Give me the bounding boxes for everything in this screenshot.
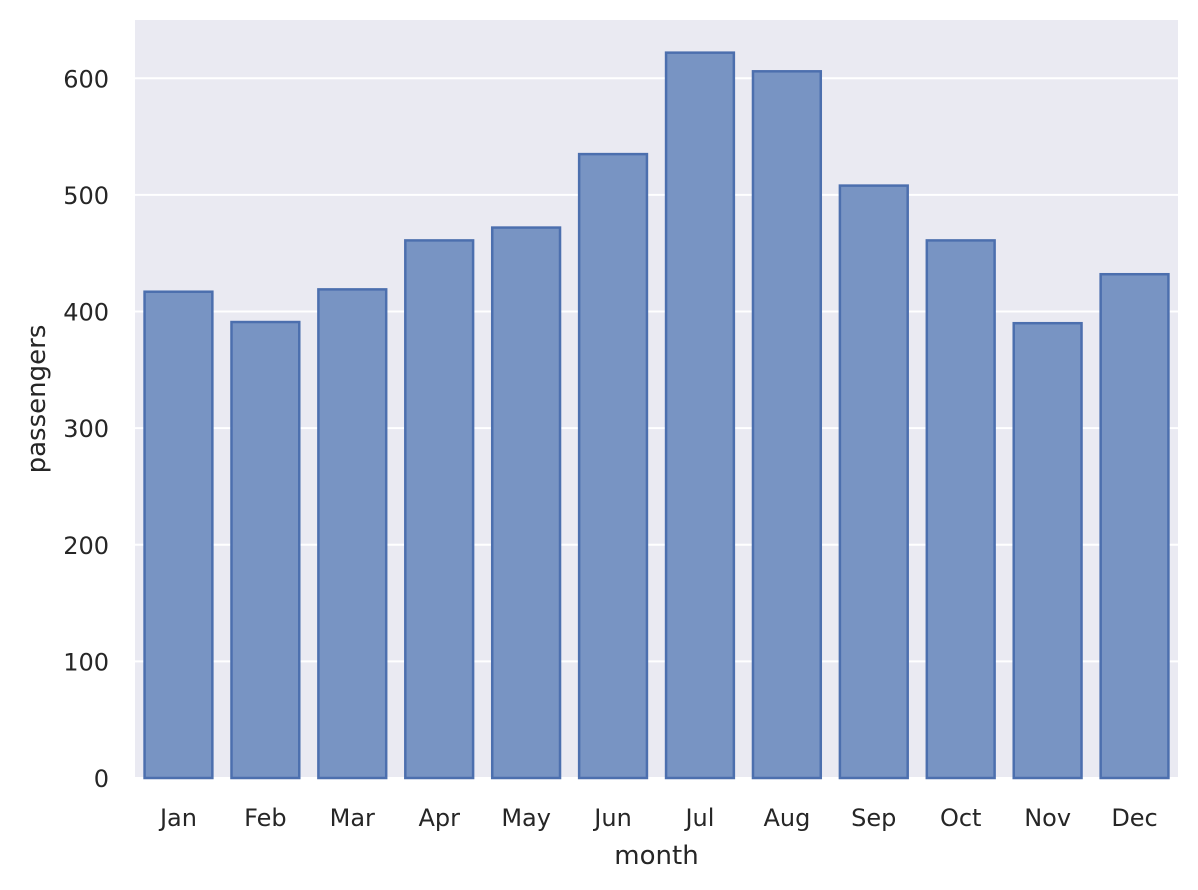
bar-oct [925, 239, 996, 780]
bar-apr [404, 239, 475, 780]
bar-mar [317, 288, 388, 780]
x-tick-labels: Jan Feb Mar Apr May Jun Jul Aug Sep Oct Nov Dec [158, 804, 1158, 832]
gridlines [135, 77, 1178, 779]
y-tick-label: 0 [94, 765, 109, 793]
bar-sep [838, 184, 909, 780]
bar-nov [1012, 321, 1083, 780]
bar-aug [751, 70, 823, 780]
plot-background [135, 20, 1178, 778]
bars [143, 51, 1170, 780]
y-tick-label: 600 [63, 65, 109, 93]
y-tick-label: 200 [63, 532, 109, 560]
x-tick-label: May [501, 804, 551, 832]
x-tick-label: Dec [1111, 804, 1157, 832]
x-tick-label: Apr [418, 804, 460, 832]
y-tick-label: 400 [63, 299, 109, 327]
x-tick-label: Jun [592, 804, 632, 832]
x-tick-label: Nov [1024, 804, 1071, 832]
bar-may [490, 226, 562, 780]
y-tick-label: 300 [63, 415, 109, 443]
y-tick-labels: 0 100 200 300 400 500 600 [63, 65, 109, 793]
y-tick-label: 500 [63, 182, 109, 210]
x-tick-label: Aug [763, 804, 810, 832]
x-tick-label: Jul [683, 804, 714, 832]
x-tick-label: Feb [244, 804, 287, 832]
x-tick-label: Mar [330, 804, 375, 832]
x-tick-label: Jan [158, 804, 197, 832]
x-axis-title: month [614, 841, 698, 871]
y-tick-label: 100 [63, 648, 109, 676]
bar-dec [1099, 272, 1170, 780]
bar-jun [577, 152, 649, 780]
x-tick-label: Sep [851, 804, 896, 832]
bar-feb [230, 320, 301, 780]
y-axis-title: passengers [22, 325, 52, 474]
bar-jul [664, 51, 736, 780]
bar-jan [143, 290, 214, 780]
x-tick-label: Oct [940, 804, 982, 832]
